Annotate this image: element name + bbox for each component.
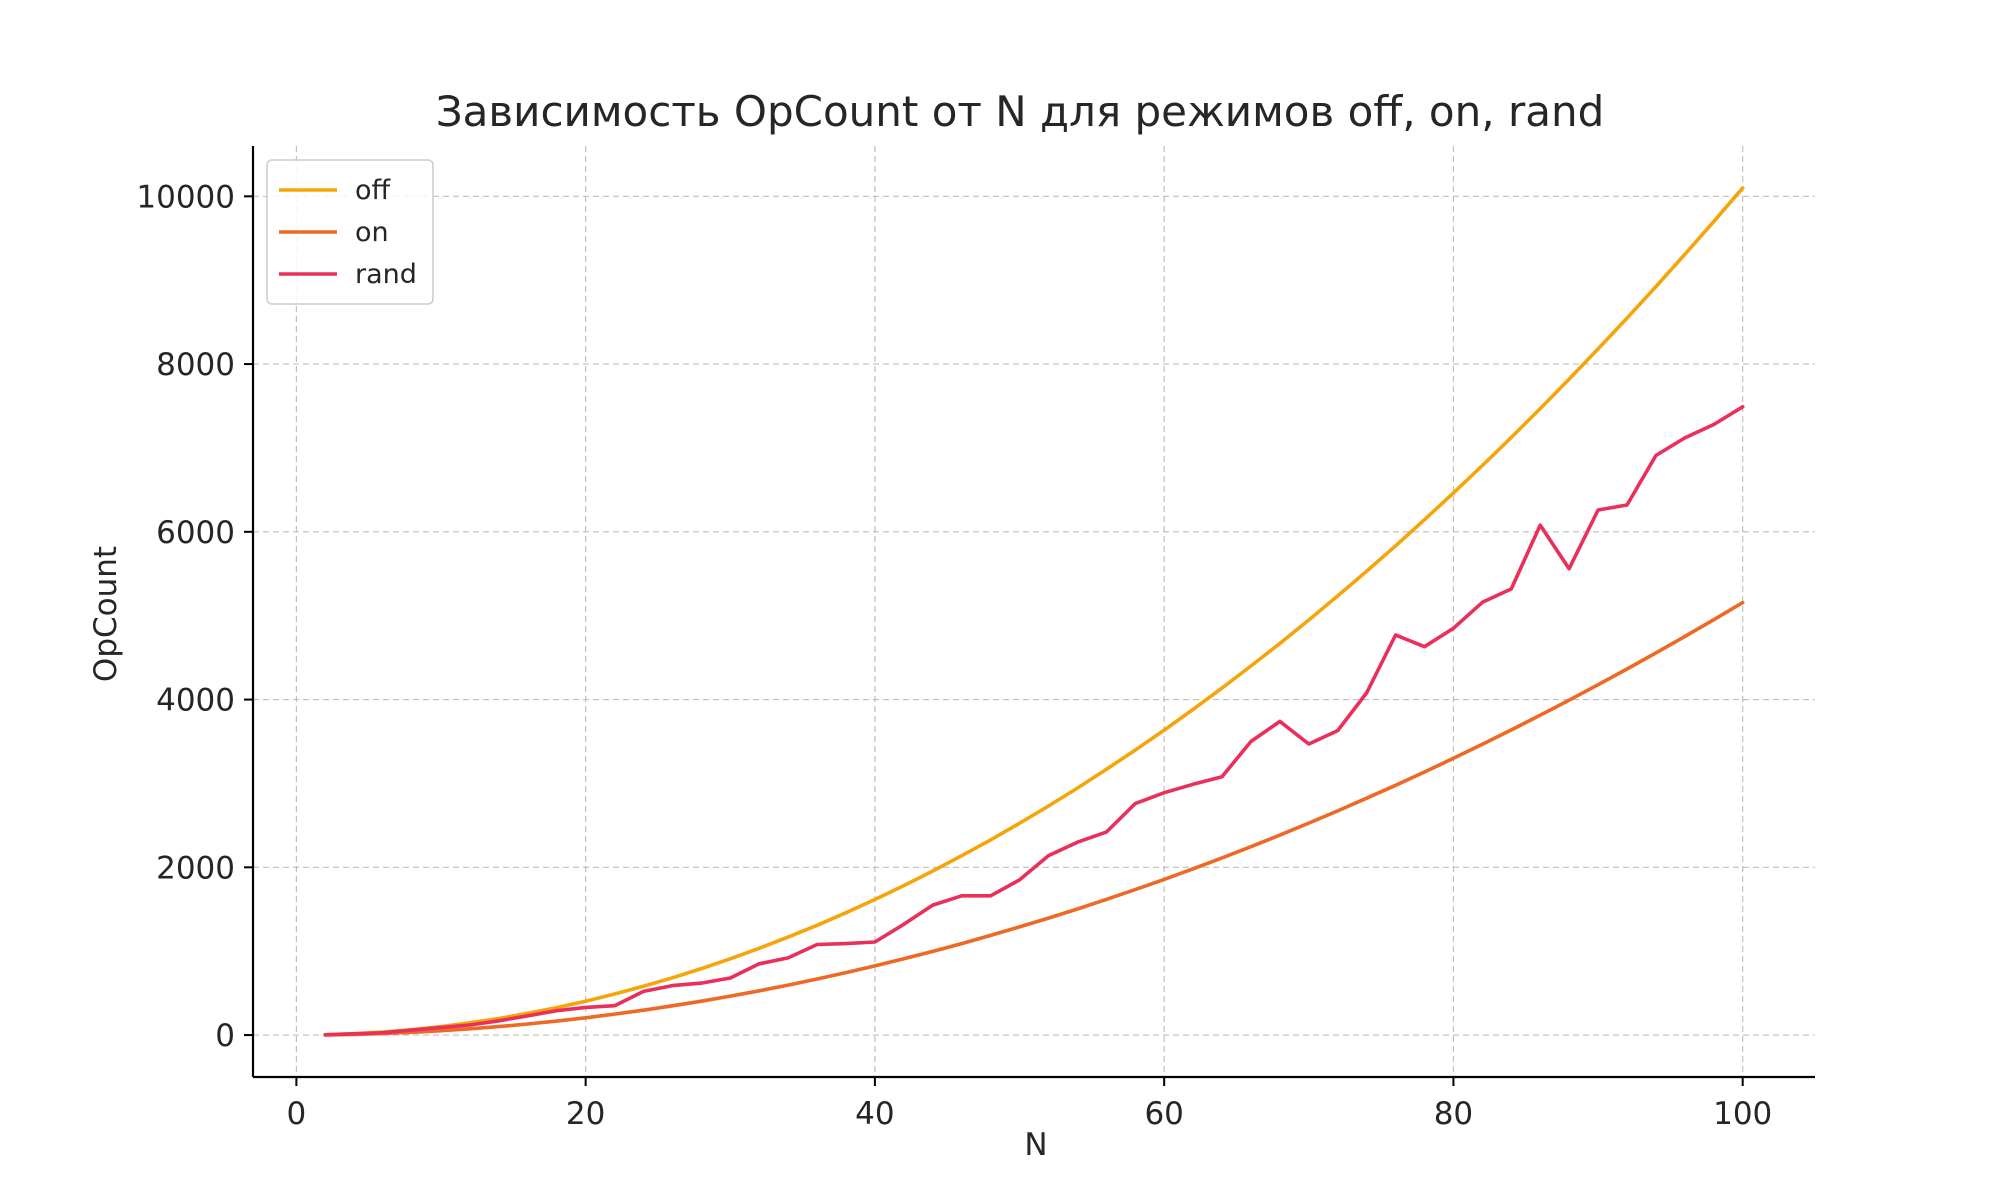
y-tick-label: 8000 bbox=[156, 347, 235, 383]
y-tick-label: 0 bbox=[215, 1018, 235, 1054]
x-tick-label: 20 bbox=[566, 1096, 605, 1132]
y-tick-label: 6000 bbox=[156, 515, 235, 551]
x-tick-label: 40 bbox=[855, 1096, 894, 1132]
series-layer bbox=[323, 186, 1745, 1037]
series-line-rand bbox=[323, 404, 1745, 1037]
y-tick-label: 4000 bbox=[156, 683, 235, 719]
legend: off on rand bbox=[266, 159, 434, 305]
x-tick-label: 100 bbox=[1713, 1096, 1772, 1132]
y-tick-label: 2000 bbox=[156, 850, 235, 886]
y-tick-label: 10000 bbox=[136, 179, 235, 215]
y-axis-label: OpCount bbox=[88, 546, 124, 682]
series-line-off bbox=[323, 186, 1745, 1037]
x-axis-label: N bbox=[1024, 1127, 1047, 1163]
legend-box bbox=[266, 159, 434, 305]
series-line-on bbox=[323, 600, 1745, 1037]
grid-layer bbox=[253, 146, 1815, 1077]
x-tick-label: 80 bbox=[1434, 1096, 1473, 1132]
legend-label-on: on bbox=[355, 217, 389, 248]
x-tick-label: 60 bbox=[1144, 1096, 1183, 1132]
axes-layer: 0 20 40 60 80 100 0 2000 4000 6000 8000 10000 bbox=[136, 146, 1815, 1132]
legend-label-rand: rand bbox=[355, 259, 417, 290]
chart-title: Зависимость OpCount от N для режимов off… bbox=[436, 87, 1604, 136]
legend-label-off: off bbox=[355, 175, 392, 206]
x-tick-label: 0 bbox=[287, 1096, 307, 1132]
